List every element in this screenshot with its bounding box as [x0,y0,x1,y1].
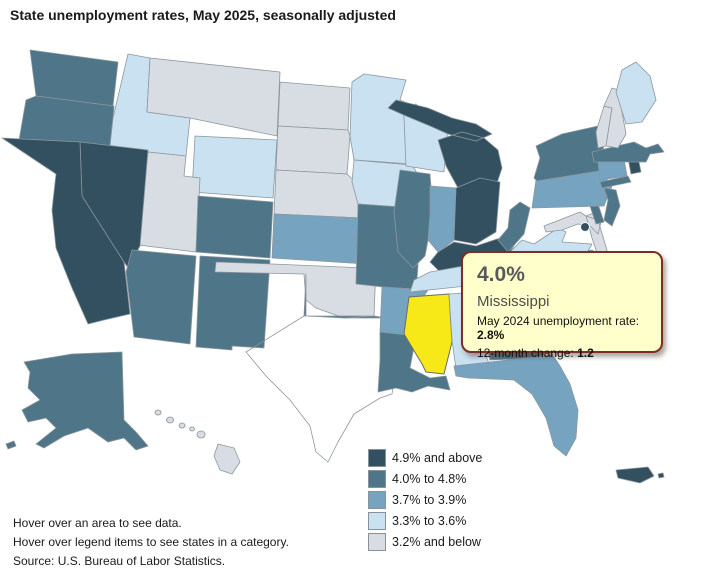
state-ne[interactable] [273,169,363,219]
page-title: State unemployment rates, May 2025, seas… [10,7,396,23]
state-fl[interactable] [453,353,579,457]
state-wy[interactable] [191,135,278,199]
legend-swatch [368,532,386,551]
footer-hint-hover-area: Hover over an area to see data. [13,516,182,530]
state-hi[interactable] [154,409,241,475]
state-oh[interactable] [453,177,501,245]
state-nm[interactable] [195,255,271,351]
tooltip-prior-rate-line: May 2024 unemployment rate: 2.8% [477,314,640,343]
legend-item-3-3-to-3-6-[interactable]: 3.3% to 3.6% [368,510,482,531]
state-nd[interactable] [277,81,351,131]
state-sd[interactable] [275,125,351,175]
legend-label: 4.9% and above [392,450,483,465]
legend-label: 3.2% and below [392,534,481,549]
footer-source: Source: U.S. Bureau of Labor Statistics. [13,554,226,568]
tooltip-change-line: 12-month change: 1.2 [477,346,594,361]
state-in[interactable] [427,185,457,253]
state-az[interactable] [125,249,197,345]
state-co[interactable] [195,195,274,259]
state-il[interactable] [393,169,434,269]
legend-item-4-9-and-above[interactable]: 4.9% and above [368,447,482,468]
legend-label: 3.3% to 3.6% [392,513,467,528]
hover-tooltip: 4.0% Mississippi May 2024 unemployment r… [461,251,663,360]
legend-item-4-0-to-4-8-[interactable]: 4.0% to 4.8% [368,468,482,489]
legend-item-3-2-and-below[interactable]: 3.2% and below [368,531,482,552]
state-ks[interactable] [271,213,369,265]
state-wv[interactable] [497,201,531,253]
state-mt[interactable] [146,57,281,137]
state-ak[interactable] [5,351,149,451]
legend-swatch [368,511,386,530]
legend-label: 4.0% to 4.8% [392,471,467,486]
legend-label: 3.7% to 3.9% [392,492,467,507]
state-ca[interactable] [1,137,131,325]
state-la[interactable] [377,331,451,393]
footer-notes: Hover over an area to see data. Hover ov… [13,514,289,571]
state-me[interactable] [615,61,657,125]
state-mi[interactable] [387,99,503,189]
legend-swatch [368,490,386,509]
legend-item-3-7-to-3-9-[interactable]: 3.7% to 3.9% [368,489,482,510]
tooltip-rate-value: 4.0% [477,263,525,286]
legend-swatch [368,448,386,467]
legend-swatch [368,469,386,488]
state-nj[interactable] [603,187,621,227]
state-ma[interactable] [591,141,665,163]
state-dc-marker[interactable] [580,222,590,232]
state-pr[interactable] [615,466,665,484]
footer-hint-hover-legend: Hover over legend items to see states in… [13,535,289,549]
state-nh[interactable] [603,87,627,149]
state-ut[interactable] [137,151,201,253]
tooltip-state-name: Mississippi [477,293,550,311]
legend: 4.9% and above 4.0% to 4.8% 3.7% to 3.9% 3.… [368,447,482,552]
